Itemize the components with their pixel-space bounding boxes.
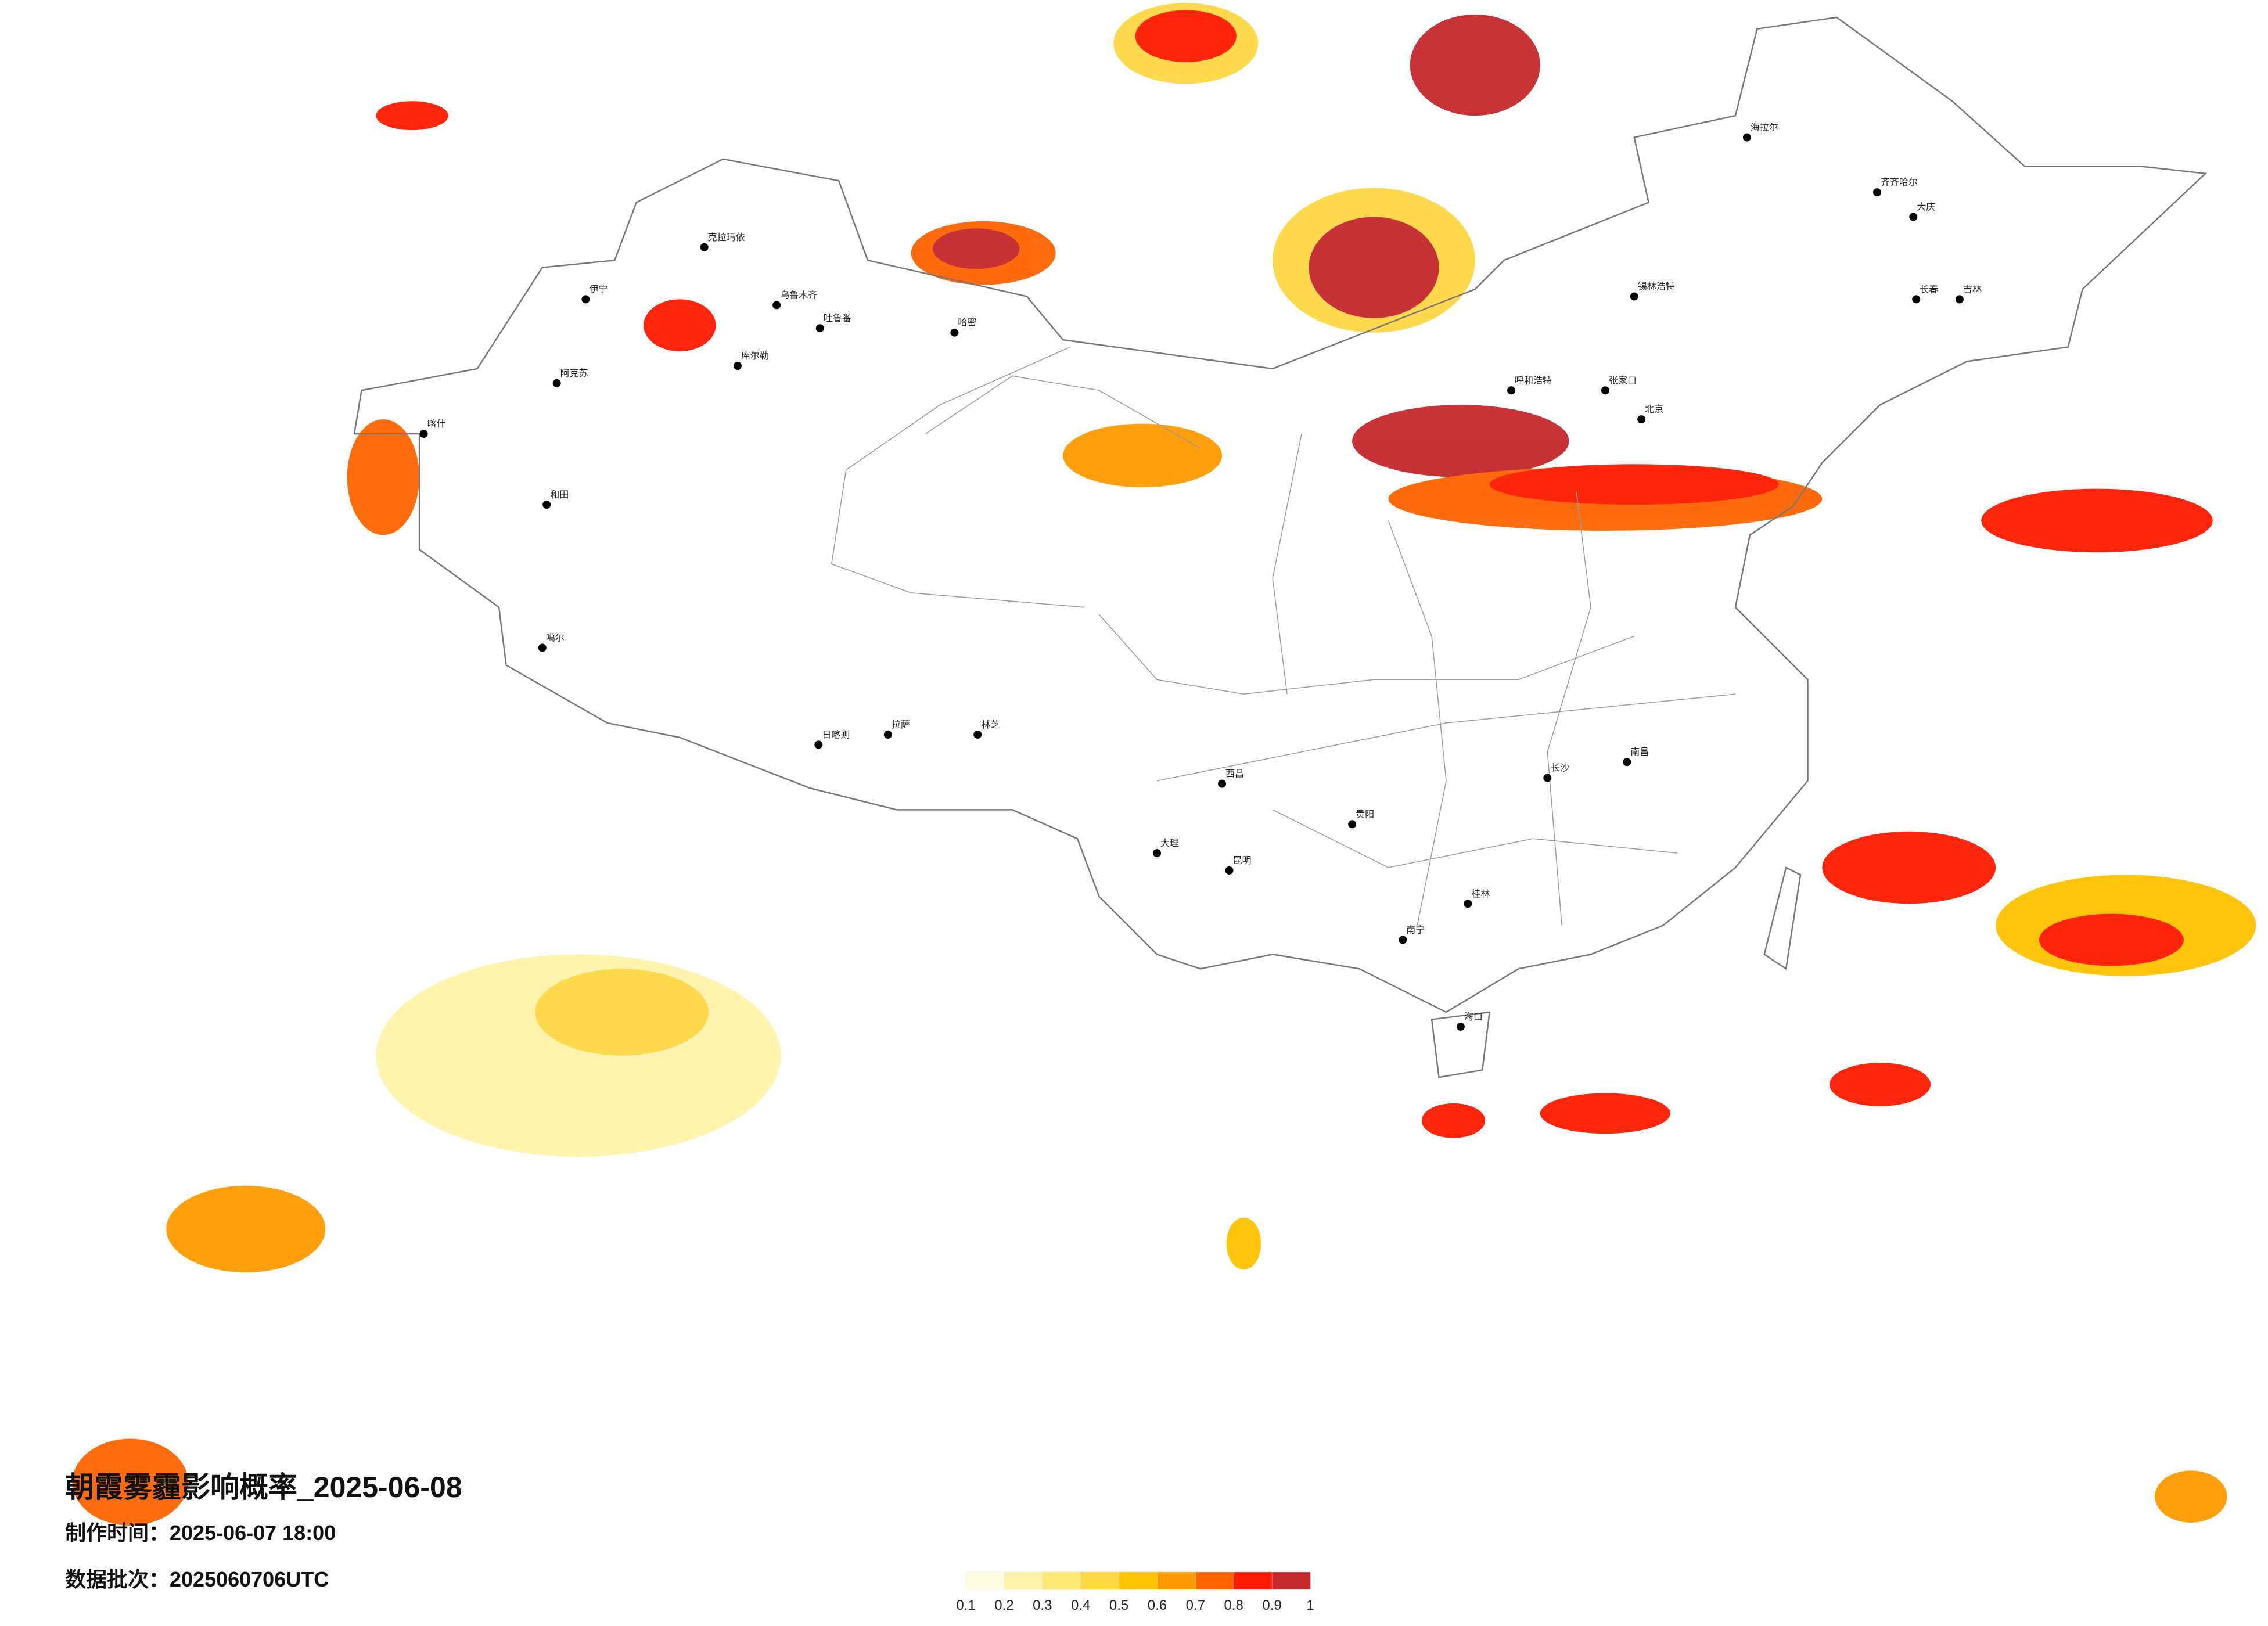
city-dot: [1601, 386, 1609, 395]
data-batch: 数据批次：2025060706UTC: [65, 1567, 329, 1591]
city-dot: [883, 730, 892, 739]
city-label: 伊宁: [589, 284, 608, 294]
city-label: 南宁: [1406, 925, 1425, 936]
city-label: 阿克苏: [560, 368, 588, 379]
city-label: 长沙: [1551, 763, 1569, 774]
city-label: 锡林浩特: [1638, 281, 1675, 292]
map-layer: [72, 2, 2256, 1526]
city-label: 北京: [1645, 404, 1663, 415]
city-label: 哈密: [958, 318, 976, 328]
city-dot: [1399, 936, 1407, 944]
city-label: 日喀则: [822, 729, 850, 740]
cities: 克拉玛依伊宁乌鲁木齐吐鲁番哈密库尔勒阿克苏喀什和田噶尔日喀则 拉萨 林芝 海拉尔齐齐哈…: [419, 123, 1982, 1031]
city-label: 喀什: [427, 419, 446, 429]
city-label: 林芝: [981, 720, 1000, 730]
city-label: 桂林: [1471, 888, 1490, 899]
city-label: 呼和浩特: [1515, 375, 1552, 386]
city-dot: [1456, 1022, 1465, 1031]
city-dot: [1909, 213, 1918, 221]
city-label: 和田: [550, 490, 569, 500]
city-label: 吉林: [1963, 284, 1982, 294]
legend-tick-label: 0.6: [1148, 1598, 1167, 1613]
city-label: 西昌: [1225, 769, 1244, 779]
city-dot: [552, 379, 561, 387]
city-label: 海口: [1464, 1012, 1483, 1022]
city-dot: [538, 643, 547, 652]
city-dot: [1543, 774, 1552, 782]
legend-swatch: [1119, 1571, 1158, 1590]
city-dot: [581, 295, 590, 304]
city-dot: [1153, 849, 1161, 858]
legend-tick-label: 0.8: [1224, 1598, 1243, 1613]
city-dot: [700, 243, 709, 251]
city-label: 大理: [1160, 838, 1179, 848]
city-label: 长春: [1920, 284, 1938, 294]
city-label: 南昌: [1630, 747, 1649, 757]
city-dot: [1507, 386, 1516, 395]
city-dot: [1225, 866, 1234, 875]
legend-swatch: [1233, 1571, 1273, 1590]
legend-tick-label: 0.5: [1109, 1598, 1128, 1613]
city-label: 大庆: [1917, 202, 1935, 213]
city-label: 乌鲁木齐: [780, 290, 817, 300]
city-label: 库尔勒: [741, 351, 769, 361]
city-label: 齐齐哈尔: [1881, 177, 1918, 188]
city-dot: [1912, 295, 1921, 304]
map-title: 朝霞雾霾影响概率_2025-06-08: [65, 1471, 462, 1503]
legend-tick-label: 1: [1306, 1598, 1314, 1613]
legend-tick-label: 0.7: [1186, 1598, 1205, 1613]
legend-swatch: [965, 1571, 1005, 1590]
city-label: 拉萨: [892, 720, 910, 730]
city-dot: [1630, 292, 1638, 301]
city-dot: [950, 328, 959, 337]
city-dot: [733, 361, 742, 370]
legend-swatch: [1157, 1571, 1196, 1590]
city-dot: [1873, 188, 1882, 197]
island: [1430, 1011, 1491, 1078]
legend-tick-label: 0.2: [994, 1598, 1013, 1613]
city-dot: [1955, 295, 1964, 304]
legend-swatch: [1195, 1571, 1234, 1590]
legend-swatch: [1080, 1571, 1120, 1590]
province-border: [831, 346, 1736, 926]
city-dot: [1218, 779, 1227, 788]
legend-tick-label: 0.3: [1033, 1598, 1052, 1613]
city-label: 克拉玛依: [708, 232, 745, 243]
legend-tick-label: 0.1: [956, 1598, 975, 1613]
city-label: 昆明: [1233, 856, 1252, 866]
legend: 0.1 0.2 0.3 0.4 0.5 0.6 0.7 0.8 0.9 1: [956, 1571, 1314, 1613]
legend-tick-label: 0.9: [1262, 1598, 1281, 1613]
legend-swatch: [1004, 1571, 1043, 1590]
city-dot: [419, 430, 428, 438]
city-label: 张家口: [1609, 375, 1637, 386]
haze-field: [72, 2, 2256, 1526]
legend-tick-label: 0.4: [1071, 1598, 1090, 1613]
city-dot: [814, 740, 823, 749]
city-dot: [1464, 900, 1472, 908]
city-label: 海拉尔: [1751, 123, 1778, 133]
made-time: 制作时间：2025-06-07 18:00: [65, 1521, 336, 1545]
island: [1763, 866, 1802, 970]
city-dot: [1348, 820, 1357, 829]
city-label: 贵阳: [1356, 809, 1374, 819]
country-outline: [353, 16, 2208, 1013]
city-dot: [815, 324, 824, 333]
legend-swatch: [1042, 1571, 1081, 1590]
city-dot: [1637, 415, 1646, 424]
city-label: 吐鲁番: [824, 313, 851, 323]
city-dot: [1623, 758, 1631, 767]
city-dot: [973, 730, 982, 739]
city-dot: [772, 301, 781, 310]
city-label: 噶尔: [546, 633, 565, 643]
city-dot: [542, 501, 551, 509]
city-dot: [1742, 133, 1751, 142]
legend-swatch: [1271, 1571, 1311, 1590]
